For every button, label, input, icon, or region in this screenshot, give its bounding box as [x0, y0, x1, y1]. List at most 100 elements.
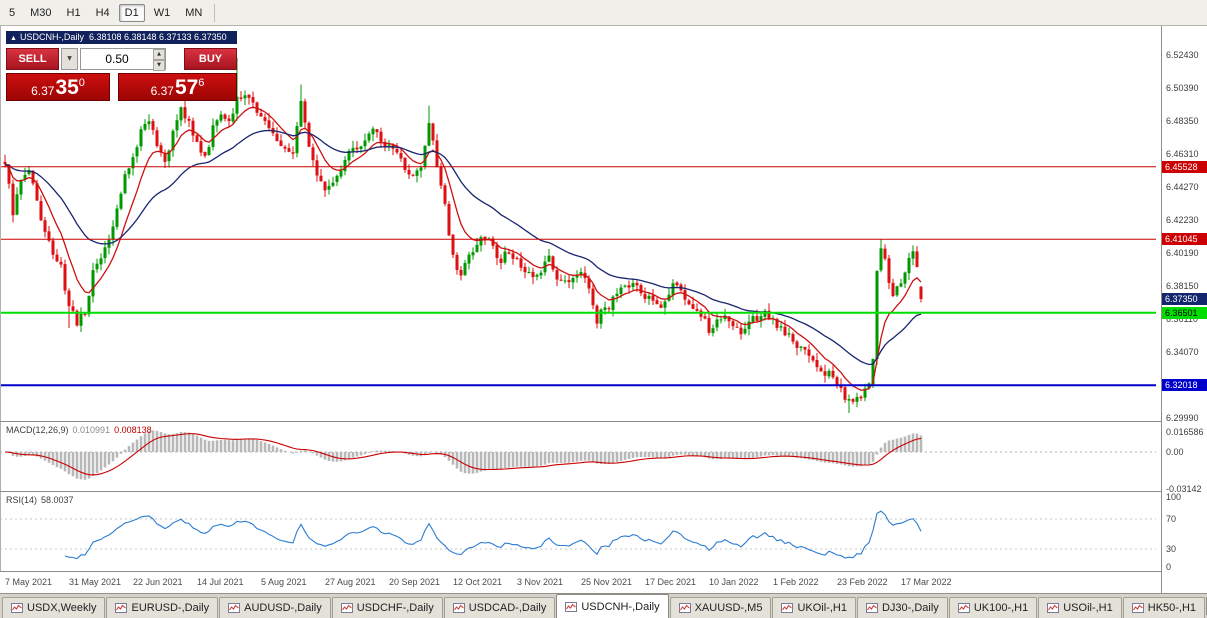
hline-price-tag: 6.41045 — [1162, 233, 1207, 245]
chart-tab-label: USOil-,H1 — [1063, 602, 1113, 614]
macd-indicator-label: MACD(12,26,9) 0.010991 0.008138 — [6, 425, 152, 435]
chart-tab-label: UKOil-,H1 — [797, 602, 847, 614]
rsi-value: 58.0037 — [41, 495, 74, 505]
chart-icon — [1047, 603, 1060, 613]
rsi-axis-label: 0 — [1166, 562, 1172, 572]
timeframe-button-5[interactable]: 5 — [9, 6, 16, 19]
volume-decrease-button[interactable]: ▼ — [153, 60, 165, 71]
sell-price-base: 6.37 — [31, 84, 55, 98]
date-axis-label: 1 Feb 2022 — [773, 577, 819, 587]
one-click-trading-widget: SELL ▼ ▲ ▼ BUY 6.37 35 0 6.37 57 6 — [6, 48, 237, 101]
macd-axis-label: 0.016586 — [1166, 427, 1204, 437]
date-axis-label: 25 Nov 2021 — [581, 577, 633, 587]
chart-tab-label: DJ30-,Daily — [881, 602, 939, 614]
date-axis-label: 14 Jul 2021 — [197, 577, 244, 587]
date-axis-label: 22 Jun 2021 — [133, 577, 183, 587]
chart-tab-hk50-h1[interactable]: HK50-,H1 — [1122, 597, 1206, 618]
date-axis-label: 20 Sep 2021 — [389, 577, 441, 587]
volume-field: ▲ ▼ — [80, 48, 166, 71]
price-axis-label: 6.44270 — [1166, 182, 1199, 192]
chart-tab-dj30-daily[interactable]: DJ30-,Daily — [856, 597, 948, 618]
date-axis-label: 12 Oct 2021 — [453, 577, 503, 587]
timeframe-button-mn[interactable]: MN — [185, 6, 203, 19]
buy-button[interactable]: BUY — [184, 48, 237, 70]
chart-icon — [11, 603, 23, 613]
volume-dropdown-icon[interactable]: ▼ — [61, 48, 78, 70]
date-axis-label: 23 Feb 2022 — [837, 577, 888, 587]
chart-ohlc-values: 6.38108 6.38148 6.37133 6.37350 — [88, 32, 227, 42]
timeframe-button-w1[interactable]: W1 — [153, 6, 171, 19]
date-axis-label: 7 May 2021 — [5, 577, 53, 587]
price-axis[interactable]: 6.52430 6.50390 6.48350 6.46310 6.44270 6.422… — [1161, 26, 1207, 593]
timeframe-button-h4[interactable]: H4 — [95, 6, 110, 19]
current-price-tag: 6.37350 — [1162, 293, 1207, 305]
timeframe-button-h1[interactable]: H1 — [66, 6, 81, 19]
date-axis-label: 5 Aug 2021 — [261, 577, 307, 587]
buy-price-base: 6.37 — [150, 84, 174, 98]
chart-tab-ukoil-h1[interactable]: UKOil-,H1 — [772, 597, 856, 618]
chart-tab-usdcad-daily[interactable]: USDCAD-,Daily — [443, 597, 556, 618]
timeframe-button-m30[interactable]: M30 — [30, 6, 52, 19]
hline-price-tag: 6.32018 — [1162, 379, 1207, 391]
chart-tab-audusd-daily[interactable]: AUDUSD-,Daily — [219, 597, 331, 618]
chart-tab-usdx-weekly[interactable]: USDX,Weekly — [2, 597, 106, 618]
chart-tab-usdchf-daily[interactable]: USDCHF-,Daily — [331, 597, 443, 618]
date-axis-label: 17 Mar 2022 — [901, 577, 952, 587]
buy-price-frac: 6 — [198, 77, 205, 89]
toolbar-separator — [214, 3, 216, 22]
hline-price-tag: 6.36501 — [1162, 307, 1207, 319]
timeframe-toolbar: 5 M30 H1 H4 D1 W1 MN — [0, 0, 1207, 26]
chart-tab-label: USDCHF-,Daily — [356, 602, 434, 614]
chart-icon — [228, 603, 241, 613]
buy-price-pips: 57 — [174, 76, 199, 99]
chart-icon — [781, 603, 794, 613]
chart-tab-eurusd-daily[interactable]: EURUSD-,Daily — [106, 597, 219, 618]
rsi-pane-separator[interactable] — [0, 491, 1207, 492]
rsi-axis-label: 70 — [1166, 514, 1177, 524]
sell-price-pips: 35 — [55, 76, 79, 99]
chart-tab-label: EURUSD-,Daily — [131, 602, 210, 614]
volume-spinner: ▲ ▼ — [153, 49, 165, 71]
chart-tab-usdcnh-daily[interactable]: USDCNH-,Daily — [556, 594, 669, 618]
price-axis-label: 6.42230 — [1166, 215, 1199, 225]
rsi-axis-label: 100 — [1166, 492, 1182, 502]
chart-icon — [678, 603, 691, 613]
candlestick-chart[interactable] — [0, 26, 1161, 571]
macd-pane-separator[interactable] — [0, 421, 1207, 422]
date-axis-label: 10 Jan 2022 — [709, 577, 759, 587]
chart-tab-label: USDCAD-,Daily — [468, 602, 547, 614]
chart-tab-label: AUDUSD-,Daily — [244, 602, 322, 614]
macd-name: MACD(12,26,9) — [6, 425, 69, 435]
rsi-name: RSI(14) — [6, 495, 38, 505]
macd-axis-label: 0.00 — [1166, 447, 1184, 457]
chart-tab-usoil-h1[interactable]: USOil-,H1 — [1038, 597, 1122, 618]
date-axis-label: 3 Nov 2021 — [517, 577, 564, 587]
macd-signal-value: 0.008138 — [114, 425, 152, 435]
chart-icon — [340, 603, 353, 613]
chart-icon — [565, 601, 578, 612]
timeframe-button-d1[interactable]: D1 — [118, 3, 145, 22]
buy-price-display[interactable]: 6.37 57 6 — [118, 73, 237, 101]
sell-price-frac: 0 — [78, 77, 85, 89]
rsi-axis-label: 30 — [1166, 544, 1177, 554]
sell-price-display[interactable]: 6.37 35 0 — [6, 73, 110, 101]
chart-icon — [865, 603, 878, 613]
window-left-edge — [0, 26, 1, 571]
date-axis-label: 31 May 2021 — [69, 577, 122, 587]
chart-tab-xauusd-m5[interactable]: XAUUSD-,M5 — [669, 597, 772, 618]
volume-input[interactable] — [80, 48, 166, 70]
chart-tab-uk100-h1[interactable]: UK100-,H1 — [948, 597, 1038, 618]
timeframe-buttons: 5 M30 H1 H4 D1 W1 MN — [3, 3, 208, 22]
volume-increase-button[interactable]: ▲ — [153, 49, 165, 60]
chart-icon — [957, 603, 970, 613]
price-axis-label: 6.50390 — [1166, 83, 1199, 93]
price-axis-label: 6.34070 — [1166, 347, 1199, 357]
chart-tab-label: HK50-,H1 — [1147, 602, 1197, 614]
chart-icon — [452, 603, 465, 613]
price-axis-label: 6.48350 — [1166, 116, 1199, 126]
hline-price-tag: 6.45528 — [1162, 161, 1207, 173]
sell-button[interactable]: SELL — [6, 48, 59, 70]
chart-icon — [1131, 603, 1144, 613]
time-axis[interactable]: 7 May 2021 31 May 2021 22 Jun 2021 14 Jul 2… — [0, 572, 1161, 593]
price-axis-label: 6.36110 — [1166, 314, 1198, 324]
